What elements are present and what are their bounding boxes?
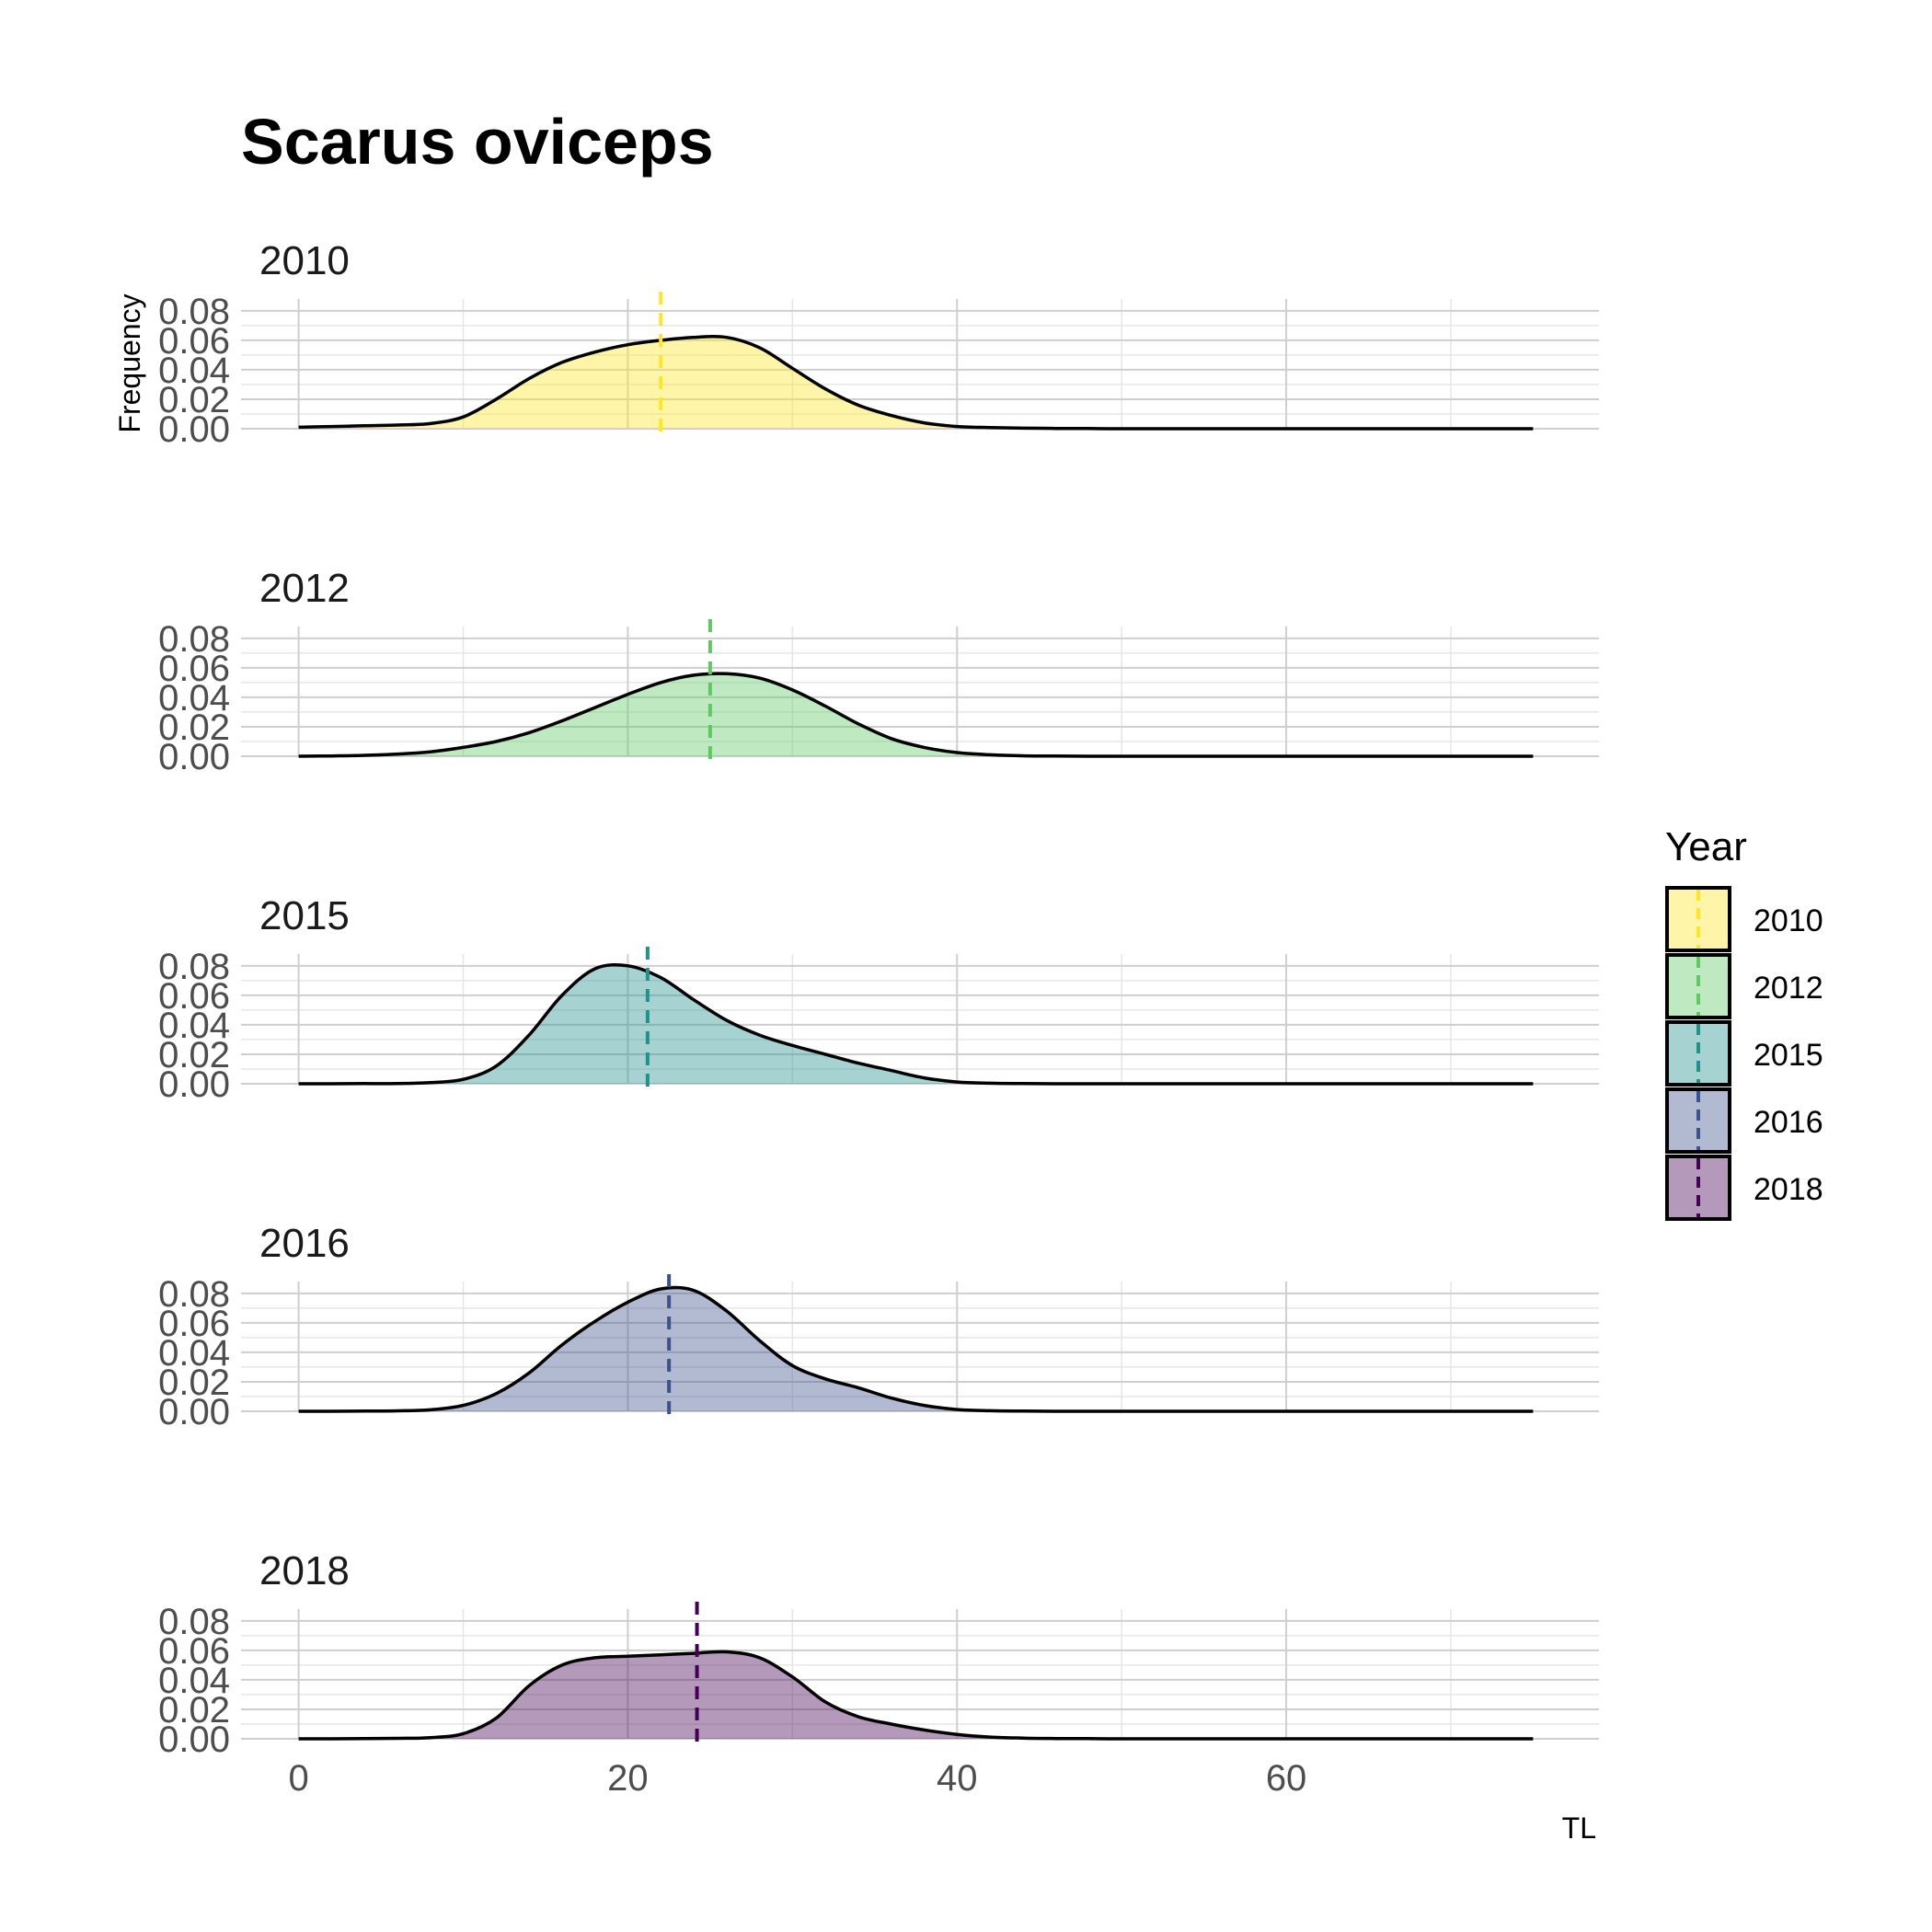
x-axis-label: TL bbox=[1562, 1811, 1596, 1845]
legend: Year 2010 2012 2015 2016 2018 bbox=[1665, 824, 1823, 1221]
y-tick-label: 0.02 bbox=[158, 707, 230, 748]
y-tick-label: 0.04 bbox=[158, 351, 230, 391]
y-tick-label: 0.06 bbox=[158, 321, 230, 362]
density-area bbox=[298, 1651, 1534, 1739]
y-tick-label: 0.00 bbox=[158, 1064, 230, 1105]
y-tick-label: 0.06 bbox=[158, 1304, 230, 1344]
density-area bbox=[298, 964, 1534, 1084]
density-curve bbox=[298, 672, 1534, 758]
facet-panel-2015: 2015 0.000.020.040.060.08 bbox=[158, 893, 1599, 1105]
y-axis-label: Frequency bbox=[113, 293, 146, 432]
facet-panel-2010: 2010 0.000.020.040.060.08 bbox=[158, 238, 1599, 450]
y-tick-label: 0.06 bbox=[158, 1631, 230, 1672]
y-tick-label: 0.08 bbox=[158, 1274, 230, 1315]
facet-strip-label: 2016 bbox=[259, 1221, 350, 1266]
legend-label: 2010 bbox=[1754, 903, 1823, 938]
legend-label: 2016 bbox=[1754, 1105, 1823, 1140]
legend-item-2012: 2012 bbox=[1665, 953, 1823, 1019]
legend-label: 2015 bbox=[1754, 1038, 1823, 1073]
legend-title: Year bbox=[1665, 824, 1747, 869]
y-tick-label: 0.04 bbox=[158, 1006, 230, 1046]
facet-panel-2018: 2018 0.000.020.040.060.08 bbox=[158, 1548, 1599, 1760]
legend-item-2010: 2010 bbox=[1665, 886, 1823, 952]
legend-item-2018: 2018 bbox=[1665, 1155, 1823, 1221]
density-area bbox=[298, 1287, 1534, 1411]
legend-item-2016: 2016 bbox=[1665, 1087, 1823, 1154]
chart-title: Scarus oviceps bbox=[241, 106, 714, 178]
y-tick-label: 0.02 bbox=[158, 380, 230, 420]
density-curve bbox=[298, 1285, 1534, 1413]
y-tick-label: 0.02 bbox=[158, 1690, 230, 1731]
y-tick-label: 0.00 bbox=[158, 1392, 230, 1432]
y-tick-label: 0.08 bbox=[158, 947, 230, 987]
facet-strip-label: 2012 bbox=[259, 566, 350, 611]
density-curve bbox=[298, 1650, 1534, 1741]
legend-label: 2018 bbox=[1754, 1172, 1823, 1207]
x-tick-label: 60 bbox=[1266, 1758, 1307, 1799]
y-tick-label: 0.06 bbox=[158, 649, 230, 689]
facet-strip-label: 2010 bbox=[259, 238, 350, 283]
y-tick-label: 0.02 bbox=[158, 1363, 230, 1403]
y-tick-label: 0.08 bbox=[158, 619, 230, 660]
density-area bbox=[298, 336, 1534, 429]
x-tick-label: 0 bbox=[288, 1758, 308, 1799]
y-tick-label: 0.04 bbox=[158, 1661, 230, 1701]
y-tick-label: 0.04 bbox=[158, 678, 230, 719]
density-curve bbox=[298, 334, 1534, 431]
x-axis: 0 20 40 60 bbox=[288, 1758, 1306, 1799]
density-area bbox=[298, 673, 1534, 756]
facet-strip-label: 2015 bbox=[259, 893, 350, 938]
y-tick-label: 0.08 bbox=[158, 1602, 230, 1642]
y-tick-label: 0.02 bbox=[158, 1035, 230, 1075]
x-tick-label: 20 bbox=[607, 1758, 649, 1799]
facet-panel-2012: 2012 0.000.020.040.060.08 bbox=[158, 566, 1599, 777]
y-tick-label: 0.00 bbox=[158, 737, 230, 777]
y-tick-label: 0.08 bbox=[158, 292, 230, 332]
facet-panel-2016: 2016 0.000.020.040.060.08 bbox=[158, 1221, 1599, 1432]
facet-strip-label: 2018 bbox=[259, 1548, 350, 1593]
legend-item-2015: 2015 bbox=[1665, 1020, 1823, 1087]
y-tick-label: 0.00 bbox=[158, 409, 230, 450]
y-tick-label: 0.06 bbox=[158, 976, 230, 1017]
legend-swatch bbox=[1665, 1087, 1731, 1154]
y-tick-label: 0.04 bbox=[158, 1333, 230, 1374]
y-tick-label: 0.00 bbox=[158, 1719, 230, 1760]
x-tick-label: 40 bbox=[937, 1758, 978, 1799]
density-curve bbox=[298, 962, 1534, 1086]
legend-label: 2012 bbox=[1754, 971, 1823, 1006]
facet-panels: 20100.000.020.040.060.0820120.000.020.04… bbox=[158, 238, 1599, 1799]
